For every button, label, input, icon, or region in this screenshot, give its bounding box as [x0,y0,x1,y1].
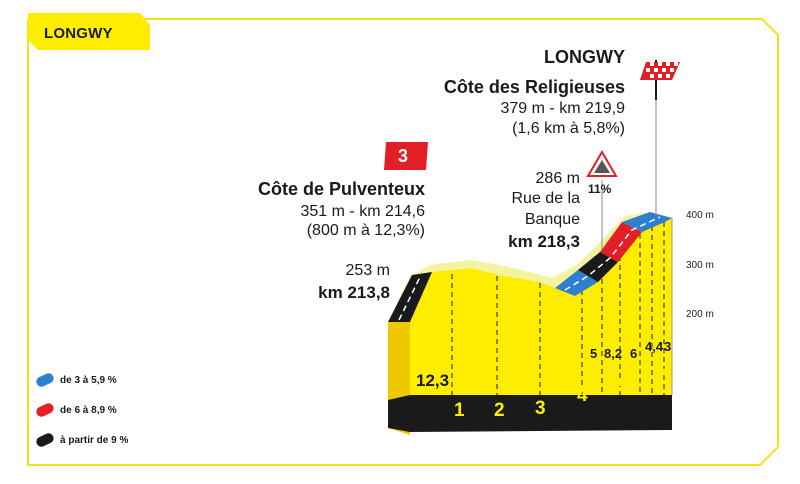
steep-warning-icon [586,150,618,177]
profile-base [388,395,672,432]
km-marker: 1 [454,400,465,421]
climb1-altitude-km: 351 m - km 214,6 [300,203,426,220]
category-number: 3 [398,146,409,166]
climb1-name: Côte de Pulventeux [257,179,425,199]
y-label-300: 300 m [686,260,714,271]
title-tab [28,13,150,50]
finish-town: LONGWY [544,47,625,67]
finish-altitude-km: 379 m - km 219,9 [500,100,626,117]
start-km: km 213,8 [318,283,390,302]
legend-item: de 6 à 8,9 % [34,402,117,419]
finish-climb-name: Côte des Religieuses [443,77,625,97]
steep-street-2: Banque [524,211,580,228]
tab-title: LONGWY [44,25,113,42]
legend-label: de 3 à 5,9 % [60,375,117,386]
steep-street-1: Rue de la [511,190,581,207]
steep-km: km 218,3 [508,232,580,251]
grade-label: 3 [664,339,672,354]
ribbon-dash [564,216,661,291]
km-marker: 6 [658,366,669,387]
km-marker: 4 [577,385,588,406]
finish-flag-icon [640,60,680,100]
grade-label: 4,4 [645,339,664,354]
grade-label: 5 [590,346,598,361]
ribbon-dash [398,274,422,321]
legend-item: de 3 à 5,9 % [34,372,117,389]
legend-label: de 6 à 8,9 % [60,405,117,416]
legend-item: à partir de 9 % [34,432,129,449]
y-label-200: 200 m [686,309,714,320]
y-label-400: 400 m [686,210,714,221]
grade-red [600,222,642,262]
start-altitude: 253 m [345,262,390,279]
steep-altitude: 286 m [535,170,580,187]
grade-label: 8,2 [604,346,623,361]
profile-face [410,218,672,395]
steep-grade: 11% [588,182,612,196]
km-marker: 2 [494,400,505,421]
grade-label: 12,3 [416,371,450,390]
climb1-stats: (800 m à 12,3%) [306,222,425,239]
legend-label: à partir de 9 % [60,435,129,446]
km-marker: 3 [535,398,546,419]
grade-label: 6 [630,346,638,361]
finish-stats: (1,6 km à 5,8%) [512,120,625,137]
category-badge [384,142,428,170]
km-marker: 5 [618,376,629,397]
